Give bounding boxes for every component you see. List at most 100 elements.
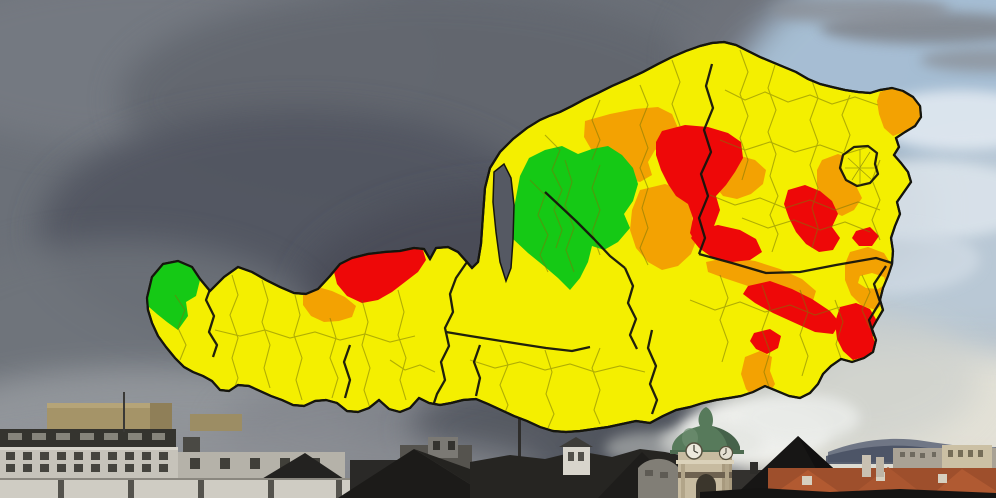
turret-windows	[568, 452, 584, 461]
district-line	[739, 49, 749, 181]
state-border-salzburg-styria	[623, 267, 639, 350]
rooftop-box-top	[47, 403, 172, 408]
district-line	[544, 134, 563, 249]
region-red-styria-lower	[743, 281, 840, 334]
district-line	[689, 299, 841, 316]
district-line	[741, 217, 871, 233]
dark-roof	[255, 453, 350, 483]
warning-regions	[147, 87, 921, 399]
austria-outline-stroke	[145, 40, 923, 434]
region-orange-upperaustria-south	[630, 184, 698, 270]
chimney	[183, 437, 200, 452]
region-green-salzburg	[512, 146, 638, 290]
district-line	[361, 299, 371, 409]
district-line	[329, 317, 339, 399]
district-line	[214, 329, 416, 343]
state-border-vienna-ring	[838, 144, 880, 188]
gray-streak	[770, 0, 950, 24]
district-line	[841, 94, 851, 153]
district-line	[861, 274, 871, 329]
garage-gaps	[58, 478, 342, 498]
region-red-small-east	[852, 227, 879, 246]
clock-hands-left	[693, 445, 699, 454]
bavaria-notch	[492, 162, 515, 284]
gray-streak	[920, 48, 996, 72]
curved-roof-building	[638, 458, 678, 498]
curved-roof-spots	[645, 470, 668, 478]
city-skyline	[0, 392, 996, 498]
district-line	[397, 289, 407, 401]
district-line	[389, 359, 436, 373]
church-cornice	[676, 460, 734, 464]
white-facade-cornice	[0, 447, 178, 450]
parked-cars	[8, 433, 165, 440]
district-line	[293, 294, 303, 401]
facade-windows	[6, 452, 168, 472]
garage-wall	[0, 478, 352, 498]
vienna-spokes	[845, 150, 875, 185]
region-orange-tirol-north	[303, 287, 356, 322]
region-red-northcenter	[656, 125, 743, 245]
austria-warning-map	[145, 40, 923, 434]
region-red-loweraustria	[784, 185, 840, 252]
flag-pole	[518, 412, 521, 493]
state-border-tirol-salzburg	[432, 261, 468, 404]
white-turret	[563, 445, 590, 475]
district-line	[261, 279, 271, 389]
district-line	[591, 347, 601, 425]
turret-cap	[559, 437, 593, 447]
district-line	[834, 299, 844, 365]
district-line	[469, 359, 646, 373]
region-red-tirol-north	[334, 249, 426, 303]
white-chimney	[862, 455, 871, 477]
rooftop-box-shade	[150, 403, 172, 431]
district-line	[639, 84, 649, 266]
garage-edge	[0, 478, 352, 480]
foreground-dark-strip	[700, 488, 996, 498]
district-line	[671, 59, 681, 127]
state-border-upper-lower-austria	[697, 63, 715, 255]
region-yellow-vienna	[841, 147, 877, 185]
district-line	[799, 289, 809, 377]
clock-hands-right	[722, 448, 727, 456]
district-line	[767, 64, 779, 253]
white-facade	[0, 447, 178, 478]
district-borders	[174, 49, 881, 429]
region-green-vorarlberg	[147, 261, 200, 330]
district-line	[591, 99, 601, 161]
rooftop-box	[190, 414, 242, 431]
region-orange-northeast-corner	[877, 87, 921, 136]
dark-chimney	[750, 462, 758, 474]
district-line	[229, 274, 239, 396]
region-red-southeast-tip	[835, 303, 877, 360]
district-line	[709, 194, 881, 211]
region-red-styria-small	[750, 329, 781, 354]
antenna-pole	[123, 392, 125, 432]
district-line	[724, 89, 879, 106]
tiled-roof-facet	[928, 469, 996, 498]
district-line	[529, 179, 549, 273]
cream-building-windows	[948, 450, 983, 457]
white-cloud-horizon	[740, 394, 860, 442]
district-line	[499, 344, 509, 421]
vienna-district-lines	[845, 150, 875, 185]
state-border-easttirol-carinthia	[472, 344, 482, 397]
big-dark-roof	[338, 449, 492, 498]
state-border-carinthia-styria	[646, 329, 659, 415]
district-line	[719, 274, 729, 363]
region-red-styria-upper	[691, 225, 762, 262]
district-line	[871, 159, 881, 241]
state-border-salzburg-upperaustria	[544, 191, 626, 269]
church-dome-shade	[712, 426, 740, 452]
district-line	[761, 284, 771, 391]
mid-tower-windows	[433, 441, 455, 450]
district-line	[564, 159, 575, 273]
state-border-loweraustria-styria	[698, 252, 893, 275]
district-line	[174, 294, 187, 361]
state-border-easttirol-west	[342, 344, 352, 399]
district-line	[809, 74, 819, 249]
white-chimney	[876, 457, 884, 477]
distant-windows	[900, 452, 936, 458]
state-border-salzburg-carinthia	[445, 330, 591, 353]
